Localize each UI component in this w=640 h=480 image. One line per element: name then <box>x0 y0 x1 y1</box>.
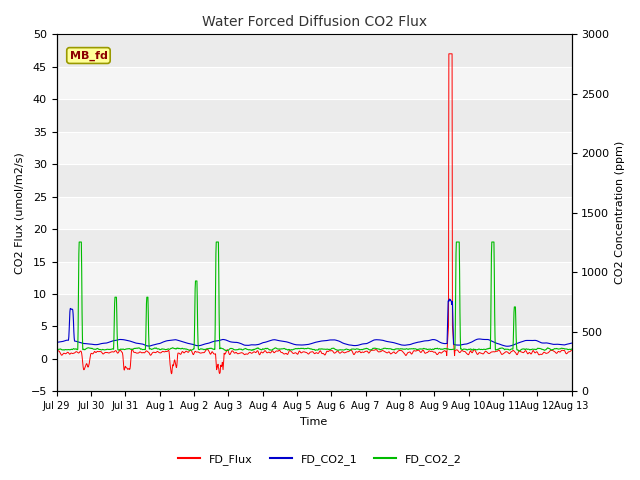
Bar <box>57 229 572 262</box>
Bar <box>57 262 572 294</box>
Legend: FD_Flux, FD_CO2_1, FD_CO2_2: FD_Flux, FD_CO2_1, FD_CO2_2 <box>173 450 467 469</box>
Bar <box>57 197 572 229</box>
Bar <box>57 359 572 391</box>
Title: Water Forced Diffusion CO2 Flux: Water Forced Diffusion CO2 Flux <box>202 15 427 29</box>
Bar <box>57 326 572 359</box>
Bar <box>57 99 572 132</box>
Y-axis label: CO2 Concentration (ppm): CO2 Concentration (ppm) <box>615 141 625 285</box>
Bar <box>57 164 572 197</box>
Bar <box>57 132 572 164</box>
Bar <box>57 35 572 67</box>
Bar <box>57 294 572 326</box>
Text: MB_fd: MB_fd <box>70 50 108 60</box>
Y-axis label: CO2 Flux (umol/m2/s): CO2 Flux (umol/m2/s) <box>15 152 25 274</box>
Bar <box>57 67 572 99</box>
X-axis label: Time: Time <box>301 417 328 427</box>
